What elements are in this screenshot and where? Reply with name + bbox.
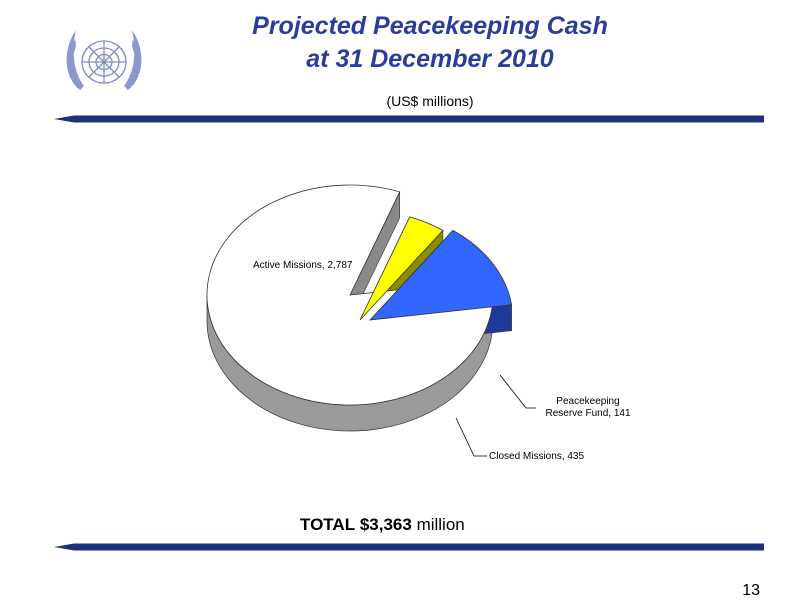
total-value: $3,363 <box>359 515 412 534</box>
title-line-1: Projected Peacekeeping Cash <box>252 12 608 40</box>
slice-active-missions <box>206 184 494 406</box>
title-line-2: at 31 December 2010 <box>306 45 554 73</box>
slice-closed-missions <box>368 229 513 321</box>
footer-divider <box>54 543 764 551</box>
data-label-peacekeeping-reserve-fund-line-1: Peacekeeping <box>556 396 619 407</box>
header-divider <box>54 115 764 123</box>
data-label-peacekeeping-reserve-fund-line-2: Reserve Fund, 141 <box>545 408 630 419</box>
page-number: 13 <box>742 582 760 599</box>
chart-subtitle: (US$ millions) <box>386 93 474 109</box>
total-label: TOTAL <box>300 515 356 534</box>
data-label-active-missions: Active Missions, 2,787 <box>253 260 353 271</box>
data-label-peacekeeping-reserve-fund: Peacekeeping Reserve Fund, 141 <box>545 396 630 419</box>
leader-line-peacekeeping-reserve-fund <box>499 374 536 409</box>
slice-peacekeeping-reserve-fund <box>359 216 444 321</box>
page-title: Projected Peacekeeping Cash at 31 Decemb… <box>160 10 700 76</box>
total-summary: TOTAL $3,363 million <box>300 515 465 535</box>
total-unit: million <box>416 515 465 534</box>
data-label-closed-missions: Closed Missions, 435 <box>489 451 584 462</box>
un-emblem-icon <box>66 30 142 90</box>
data-label-active-missions-line-1: Active Missions, 2,787 <box>253 260 353 271</box>
leader-line-closed-missions <box>455 417 487 457</box>
data-label-closed-missions-line-1: Closed Missions, 435 <box>489 451 584 462</box>
